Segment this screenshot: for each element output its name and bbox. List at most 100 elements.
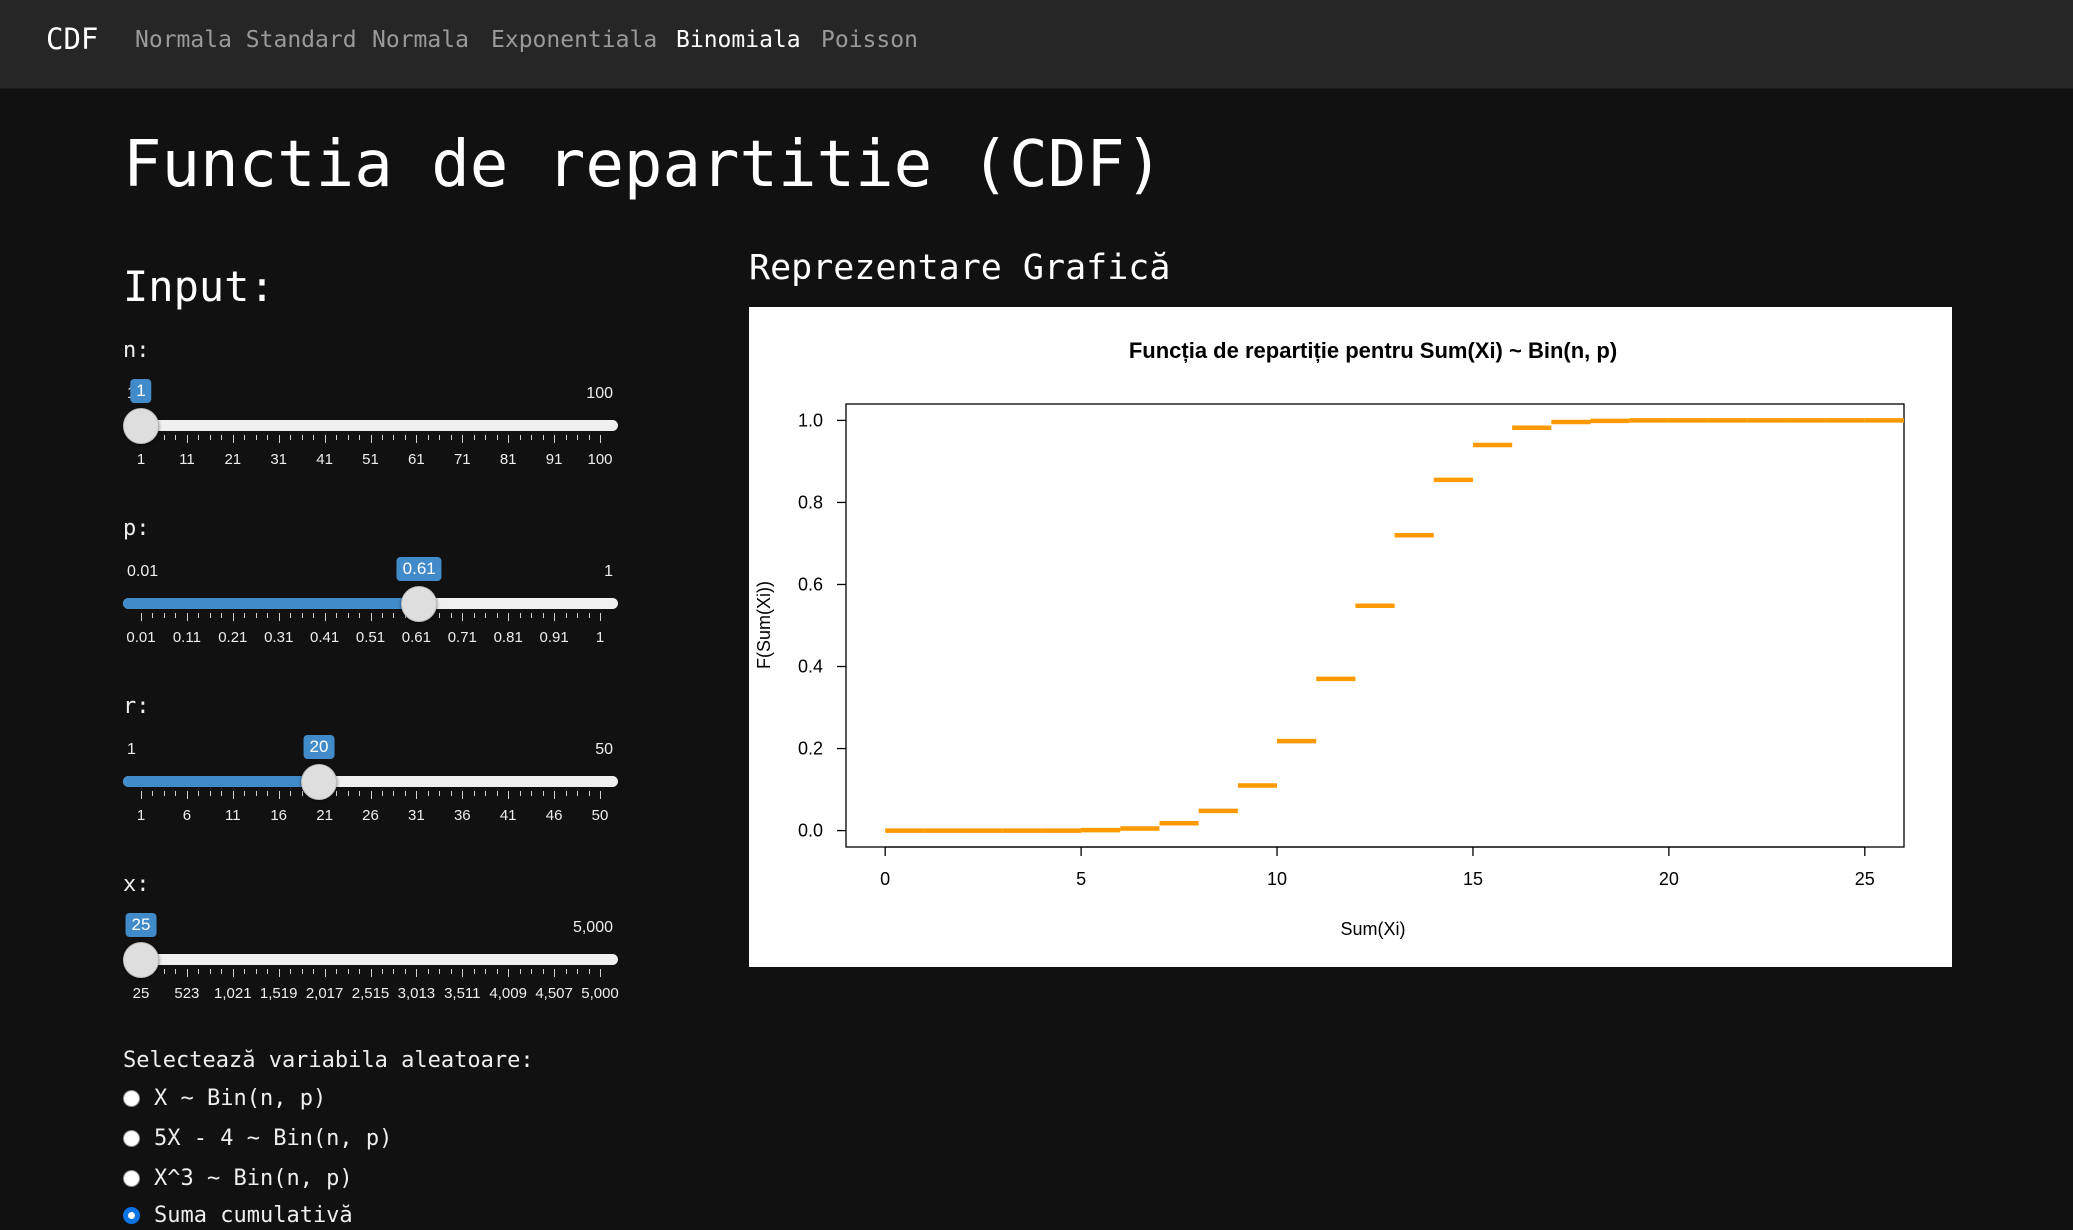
chart-title: Funcția de repartiție pentru Sum(Xi) ~ B…: [1129, 338, 1617, 363]
radio-option-label[interactable]: X ~ Bin(n, p): [154, 1085, 327, 1111]
slider-tick: [186, 613, 188, 621]
slider-tick: [290, 435, 292, 440]
slider-tick: [473, 791, 475, 796]
nav-item-binomiala[interactable]: Binomiala: [676, 27, 801, 53]
radio-button[interactable]: [123, 1129, 140, 1147]
slider-tick: [324, 435, 326, 443]
slider-tick: [347, 969, 349, 974]
slider-tick: [267, 791, 269, 796]
slider-tick-label: 41: [316, 451, 333, 468]
slider-tick: [565, 969, 567, 974]
slider-tick-label: 5,000: [581, 985, 619, 1002]
slider-tick: [565, 435, 567, 440]
slider-x-label: x:: [123, 872, 150, 897]
slider-tick: [244, 613, 246, 618]
nav-item-poisson[interactable]: Poisson: [821, 27, 918, 53]
slider-p[interactable]: 0.01 1 0.61 0.01 0.11 0.21 0.31 0.41 0.51 0.61…: [123, 557, 618, 653]
slider-tick: [255, 969, 257, 974]
slider-tick: [450, 435, 452, 440]
radio-button[interactable]: [123, 1169, 140, 1187]
slider-tick: [163, 791, 165, 796]
slider-tick: [416, 435, 418, 443]
slider-tick-label: 6: [182, 807, 192, 824]
radio-option-label[interactable]: X^3 ~ Bin(n, p): [154, 1165, 353, 1191]
slider-tick: [359, 435, 361, 440]
slider-tick: [393, 613, 395, 618]
slider-handle[interactable]: [301, 764, 337, 800]
slider-tick: [370, 613, 372, 621]
y-tick-label: 1.0: [798, 410, 823, 430]
radio-option-suma-cumulativa[interactable]: Suma cumulativă: [123, 1200, 353, 1230]
slider-track[interactable]: [123, 420, 618, 431]
slider-handle[interactable]: [401, 586, 438, 622]
slider-tick-label: 1,021: [214, 985, 252, 1002]
slider-tick: [404, 791, 406, 796]
navbar: CDF Normala Standard Normala Exponential…: [0, 0, 2073, 89]
slider-tick: [209, 969, 211, 974]
slider-tick-label: 81: [499, 451, 517, 468]
slider-tick: [209, 613, 211, 618]
slider-tick: [531, 791, 533, 796]
slider-tick: [519, 435, 521, 440]
slider-tick: [221, 791, 223, 796]
slider-tick: [381, 969, 383, 974]
slider-tick: [542, 969, 544, 974]
radio-option-label[interactable]: 5X - 4 ~ Bin(n, p): [154, 1125, 393, 1151]
slider-tick: [554, 969, 556, 977]
cdf-chart-svg: Funcția de repartiție pentru Sum(Xi) ~ B…: [754, 338, 1905, 939]
slider-tick: [301, 435, 303, 440]
slider-tick: [255, 435, 257, 440]
slider-track[interactable]: [123, 776, 618, 787]
nav-item-normala-standard[interactable]: Normala Standard: [135, 27, 357, 53]
slider-tick-label: 31: [408, 807, 425, 824]
slider-tick: [519, 791, 521, 796]
slider-tick-label: 1: [136, 807, 146, 824]
slider-tick: [221, 969, 223, 974]
slider-tick: [186, 969, 188, 977]
slider-tick: [301, 791, 303, 796]
slider-x[interactable]: 25 5,000 25 255231,0211,5192,0172,5153,0…: [123, 913, 619, 1009]
slider-track[interactable]: [123, 954, 618, 965]
slider-tick: [508, 435, 510, 443]
slider-tick: [462, 969, 464, 977]
radio-group-label: Selectează variabila aleatoare:: [123, 1048, 534, 1073]
nav-item-exponentiala[interactable]: Exponentiala: [491, 27, 658, 53]
slider-tick: [313, 969, 315, 974]
slider-handle[interactable]: [123, 942, 159, 978]
slider-tick: [186, 791, 188, 799]
slider-tick: [485, 435, 487, 440]
slider-tick: [381, 791, 383, 796]
slider-tick: [473, 969, 475, 974]
slider-r[interactable]: 1 50 20 1 6 11 16 21 26 31 36 41 46 50: [123, 735, 618, 831]
slider-tick: [565, 791, 567, 796]
slider-tick-label: 31: [270, 451, 288, 468]
radio-option-x-cubed[interactable]: X^3 ~ Bin(n, p): [123, 1163, 353, 1193]
slider-tick-label: 25: [132, 985, 150, 1002]
slider-tick-label: 1: [595, 629, 605, 646]
slider-tick: [175, 613, 177, 618]
slider-tick: [404, 969, 406, 974]
slider-tick: [508, 791, 510, 799]
radio-option-label[interactable]: Suma cumulativă: [154, 1202, 353, 1228]
slider-handle[interactable]: [123, 408, 159, 444]
slider-max-label: 5,000: [572, 919, 613, 936]
slider-tick: [462, 435, 464, 443]
radio-button[interactable]: [123, 1089, 140, 1107]
slider-tick: [175, 435, 177, 440]
slider-value-bubble: 1: [130, 379, 152, 403]
x-tick-label: 5: [1076, 869, 1086, 889]
slider-tick: [542, 791, 544, 796]
radio-button[interactable]: [123, 1206, 140, 1224]
nav-item-normala[interactable]: Normala: [372, 27, 469, 53]
cdf-steps: [885, 418, 1904, 833]
slider-tick-label: 0.51: [355, 629, 386, 646]
slider-tick: [336, 435, 338, 440]
slider-tick: [290, 791, 292, 796]
slider-tick-label: 0.31: [264, 629, 294, 646]
slider-tick: [244, 969, 246, 974]
radio-option-5x-minus-4[interactable]: 5X - 4 ~ Bin(n, p): [123, 1123, 392, 1153]
radio-option-x[interactable]: X ~ Bin(n, p): [123, 1083, 326, 1113]
navbar-brand[interactable]: CDF: [46, 22, 99, 56]
slider-tick-label: 1,519: [259, 985, 298, 1002]
